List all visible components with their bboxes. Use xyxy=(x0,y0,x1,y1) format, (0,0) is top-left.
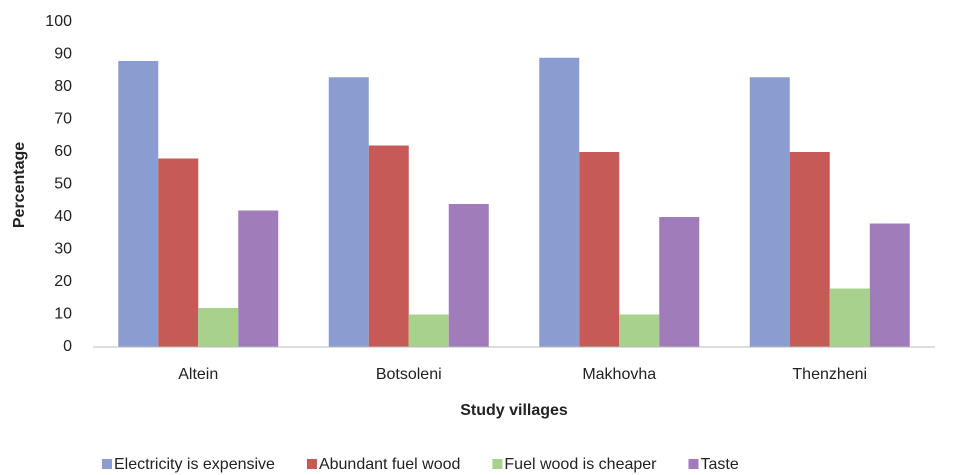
bar xyxy=(659,217,700,347)
y-tick-label: 40 xyxy=(54,208,72,225)
bar xyxy=(579,152,620,347)
bar xyxy=(328,77,369,347)
bar xyxy=(238,210,279,347)
y-tick-label: 90 xyxy=(54,46,72,63)
x-tick-label: Botsoleni xyxy=(376,366,442,383)
y-tick-label: 30 xyxy=(54,241,72,258)
y-tick-label: 80 xyxy=(54,78,72,95)
legend-label: Abundant fuel wood xyxy=(319,456,460,473)
y-tick-label: 50 xyxy=(54,176,72,193)
y-tick-label: 60 xyxy=(54,143,72,160)
bar xyxy=(619,314,660,347)
bar xyxy=(829,288,870,347)
bar xyxy=(749,77,790,347)
bar xyxy=(408,314,449,347)
legend-label: Fuel wood is cheaper xyxy=(504,456,657,473)
bar xyxy=(448,204,489,347)
bar xyxy=(198,308,239,347)
y-tick-label: 70 xyxy=(54,111,72,128)
x-axis-title: Study villages xyxy=(460,402,568,419)
x-tick-label: Thenzheni xyxy=(792,366,867,383)
legend-swatch xyxy=(102,459,112,469)
bar xyxy=(118,61,159,347)
y-tick-label: 10 xyxy=(54,306,72,323)
y-tick-label: 0 xyxy=(63,338,72,355)
x-tick-label: Altein xyxy=(178,366,218,383)
legend-label: Taste xyxy=(701,456,739,473)
legend-swatch xyxy=(492,459,503,469)
y-axis-title: Percentage xyxy=(11,142,28,228)
y-tick-label: 100 xyxy=(45,13,72,30)
legend-label: Electricity is expensive xyxy=(114,456,275,473)
y-tick-label: 20 xyxy=(54,273,72,290)
bar xyxy=(789,152,830,347)
legend-swatch xyxy=(688,459,699,469)
bar xyxy=(869,223,910,347)
bar xyxy=(368,145,409,347)
x-tick-label: Makhovha xyxy=(582,366,656,383)
legend-swatch xyxy=(306,459,317,469)
bar xyxy=(158,158,199,347)
bar xyxy=(539,57,580,347)
